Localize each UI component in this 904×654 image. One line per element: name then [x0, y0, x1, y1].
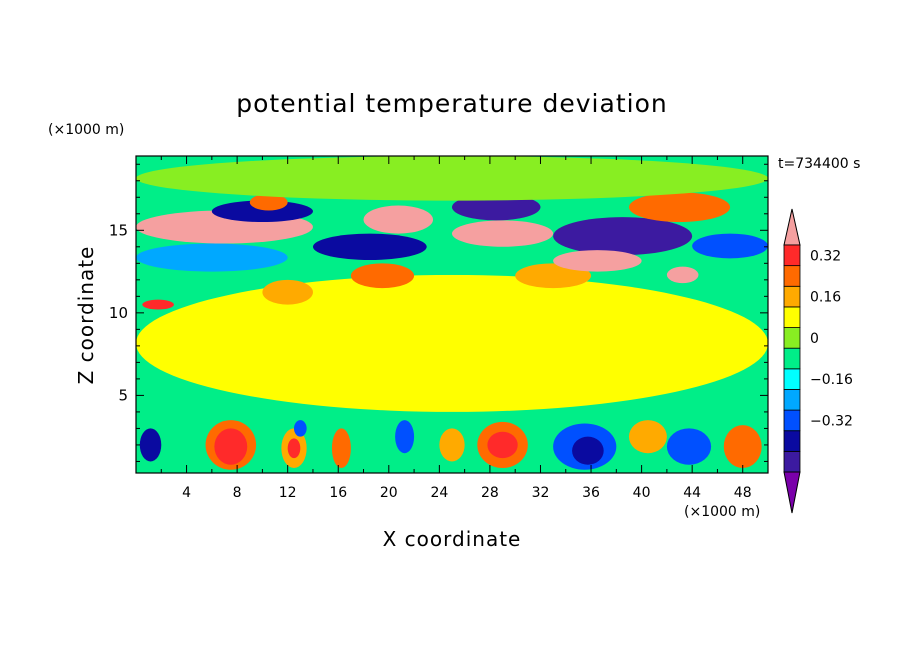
colorbar-tick-label: 0 — [810, 331, 819, 347]
contour-region-21 — [136, 243, 288, 272]
contour-region-14 — [294, 420, 307, 437]
x-tick-label: 24 — [430, 485, 448, 501]
contour-region-26 — [211, 200, 313, 223]
y-axis-label: Z coordinate — [74, 246, 98, 385]
contour-region-25 — [148, 217, 301, 239]
contour-region-17 — [136, 274, 768, 412]
contour-region-33 — [553, 250, 642, 272]
contour-region-13 — [666, 428, 712, 465]
contour-region-16 — [628, 420, 667, 454]
contour-region-6 — [331, 428, 351, 469]
colorbar-segment — [783, 244, 801, 267]
contour-region-9 — [439, 428, 465, 462]
colorbar-tick-label: 0.32 — [810, 248, 841, 264]
y-axis-ticks: 5 10 15 — [109, 163, 768, 462]
contour-region-22 — [350, 263, 415, 289]
contour-region-30 — [452, 220, 554, 247]
contour-region-10 — [723, 425, 762, 469]
colorbar-segment — [783, 389, 801, 411]
colorbar-segment — [783, 368, 801, 390]
y-tick-label: 15 — [109, 221, 128, 239]
contour-regions — [136, 156, 768, 473]
x-tick-label: 4 — [182, 485, 191, 501]
chart-title: potential temperature deviation — [236, 89, 667, 118]
x-tick-label: 20 — [380, 485, 398, 501]
contour-region-18 — [142, 299, 174, 310]
colorbar-segment — [783, 327, 801, 349]
colorbar-segment — [783, 285, 801, 308]
contour-region-12 — [572, 436, 604, 465]
contour-region-8 — [487, 431, 518, 459]
colorbar-tick-label: 0.16 — [810, 290, 841, 306]
colorbar-segment — [783, 306, 801, 328]
contour-region-29 — [369, 210, 427, 231]
colorbar-tick-label: −0.32 — [810, 413, 853, 429]
x-tick-label: 40 — [633, 485, 651, 501]
contour-region-34 — [628, 192, 731, 223]
contour-region-32 — [553, 217, 693, 256]
plot-frame — [135, 155, 769, 474]
colorbar-segment — [783, 409, 801, 432]
x-tick-label: 36 — [582, 485, 600, 501]
colorbar-segment — [783, 347, 801, 370]
x-tick-label: 48 — [734, 485, 752, 501]
x-tick-label: 32 — [532, 485, 550, 501]
y-tick-label: 10 — [109, 304, 128, 322]
colorbar-bottom-extend — [783, 471, 801, 514]
contour-region-36 — [666, 266, 699, 284]
x-tick-label: 16 — [329, 485, 347, 501]
colorbar-segment — [783, 430, 801, 452]
contour-region-15 — [395, 420, 415, 454]
x-axis-label: X coordinate — [383, 527, 522, 551]
colorbar-top-extend — [783, 208, 801, 246]
x-tick-label: 28 — [481, 485, 499, 501]
x-tick-label: 8 — [233, 485, 242, 501]
contour-region-38 — [136, 156, 768, 201]
y-tick-label: 5 — [118, 386, 128, 404]
x-unit-label: (×1000 m) — [684, 504, 760, 520]
contour-region-3 — [139, 428, 162, 462]
x-axis-ticks: 4 8 12 16 20 24 28 32 36 40 44 48 — [160, 156, 752, 501]
time-label: t=734400 s — [778, 156, 860, 172]
contour-region-5 — [287, 438, 301, 459]
y-unit-label: (×1000 m) — [48, 122, 124, 138]
contour-region-37 — [249, 193, 288, 211]
x-tick-label: 44 — [683, 485, 701, 501]
contour-region-2 — [214, 428, 248, 465]
plot-area — [136, 156, 768, 473]
colorbar-segment — [783, 450, 801, 473]
contour-region-19 — [262, 279, 313, 305]
colorbar-tick-label: −0.16 — [810, 372, 853, 388]
colorbar: −0.32 −0.16 0 0.16 0.32 — [783, 208, 853, 514]
contour-region-35 — [692, 233, 768, 259]
contour-region-27 — [312, 233, 427, 261]
colorbar-segment — [783, 265, 801, 287]
contour-region-31 — [452, 193, 541, 221]
x-tick-label: 12 — [279, 485, 297, 501]
